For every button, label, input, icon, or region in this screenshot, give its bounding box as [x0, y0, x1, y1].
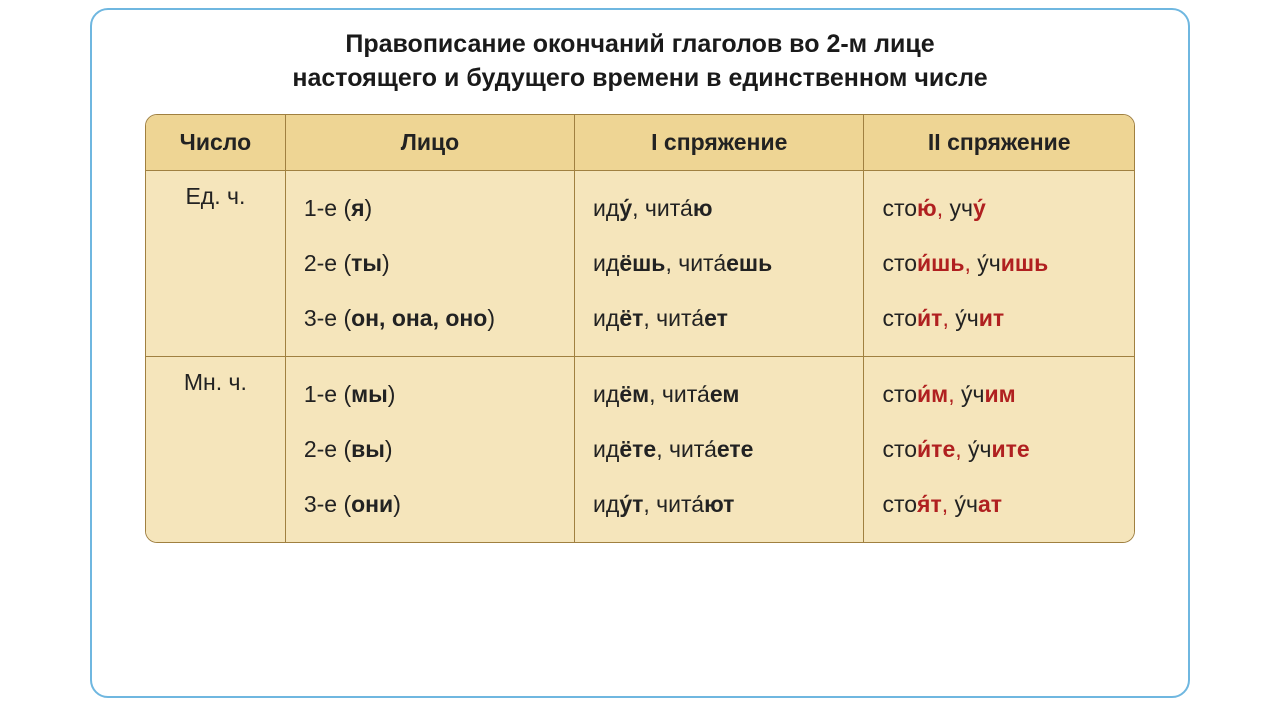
table-row: Ед. ч.1-е (я)2-е (ты)3-е (он, она, оно)и… [146, 171, 1134, 356]
table-row: Мн. ч.1-е (мы)2-е (вы)3-е (они)идём, чит… [146, 356, 1134, 542]
content-frame: Правописание окончаний глаголов во 2-м л… [90, 8, 1190, 698]
header-number: Число [146, 115, 286, 171]
title-line-2: настоящего и будущего времени в единстве… [292, 64, 987, 92]
conj2-cell: стою́, учу́стои́шь, у́чишьстои́т, у́чит [864, 171, 1134, 356]
conj1-cell: идём, чита́емидёте, чита́етеиду́т, чита́… [575, 356, 864, 542]
conj1-cell: иду́, чита́юидёшь, чита́ешьидёт, чита́ет [575, 171, 864, 356]
title-line-1: Правописание окончаний глаголов во 2-м л… [345, 30, 934, 58]
number-cell: Ед. ч. [146, 171, 286, 356]
conjugation-table: Число Лицо I спряжение II спряжение Ед. … [145, 114, 1135, 543]
conj2-cell: стои́м, у́чимстои́те, у́читестоя́т, у́ча… [864, 356, 1134, 542]
number-cell: Мн. ч. [146, 356, 286, 542]
table-body: Ед. ч.1-е (я)2-е (ты)3-е (он, она, оно)и… [146, 171, 1134, 542]
table-header-row: Число Лицо I спряжение II спряжение [146, 115, 1134, 171]
header-conj-2: II спряжение [864, 115, 1134, 171]
person-cell: 1-е (мы)2-е (вы)3-е (они) [286, 356, 575, 542]
header-person: Лицо [286, 115, 575, 171]
person-cell: 1-е (я)2-е (ты)3-е (он, она, оно) [286, 171, 575, 356]
header-conj-1: I спряжение [575, 115, 864, 171]
page-title: Правописание окончаний глаголов во 2-м л… [120, 28, 1160, 96]
